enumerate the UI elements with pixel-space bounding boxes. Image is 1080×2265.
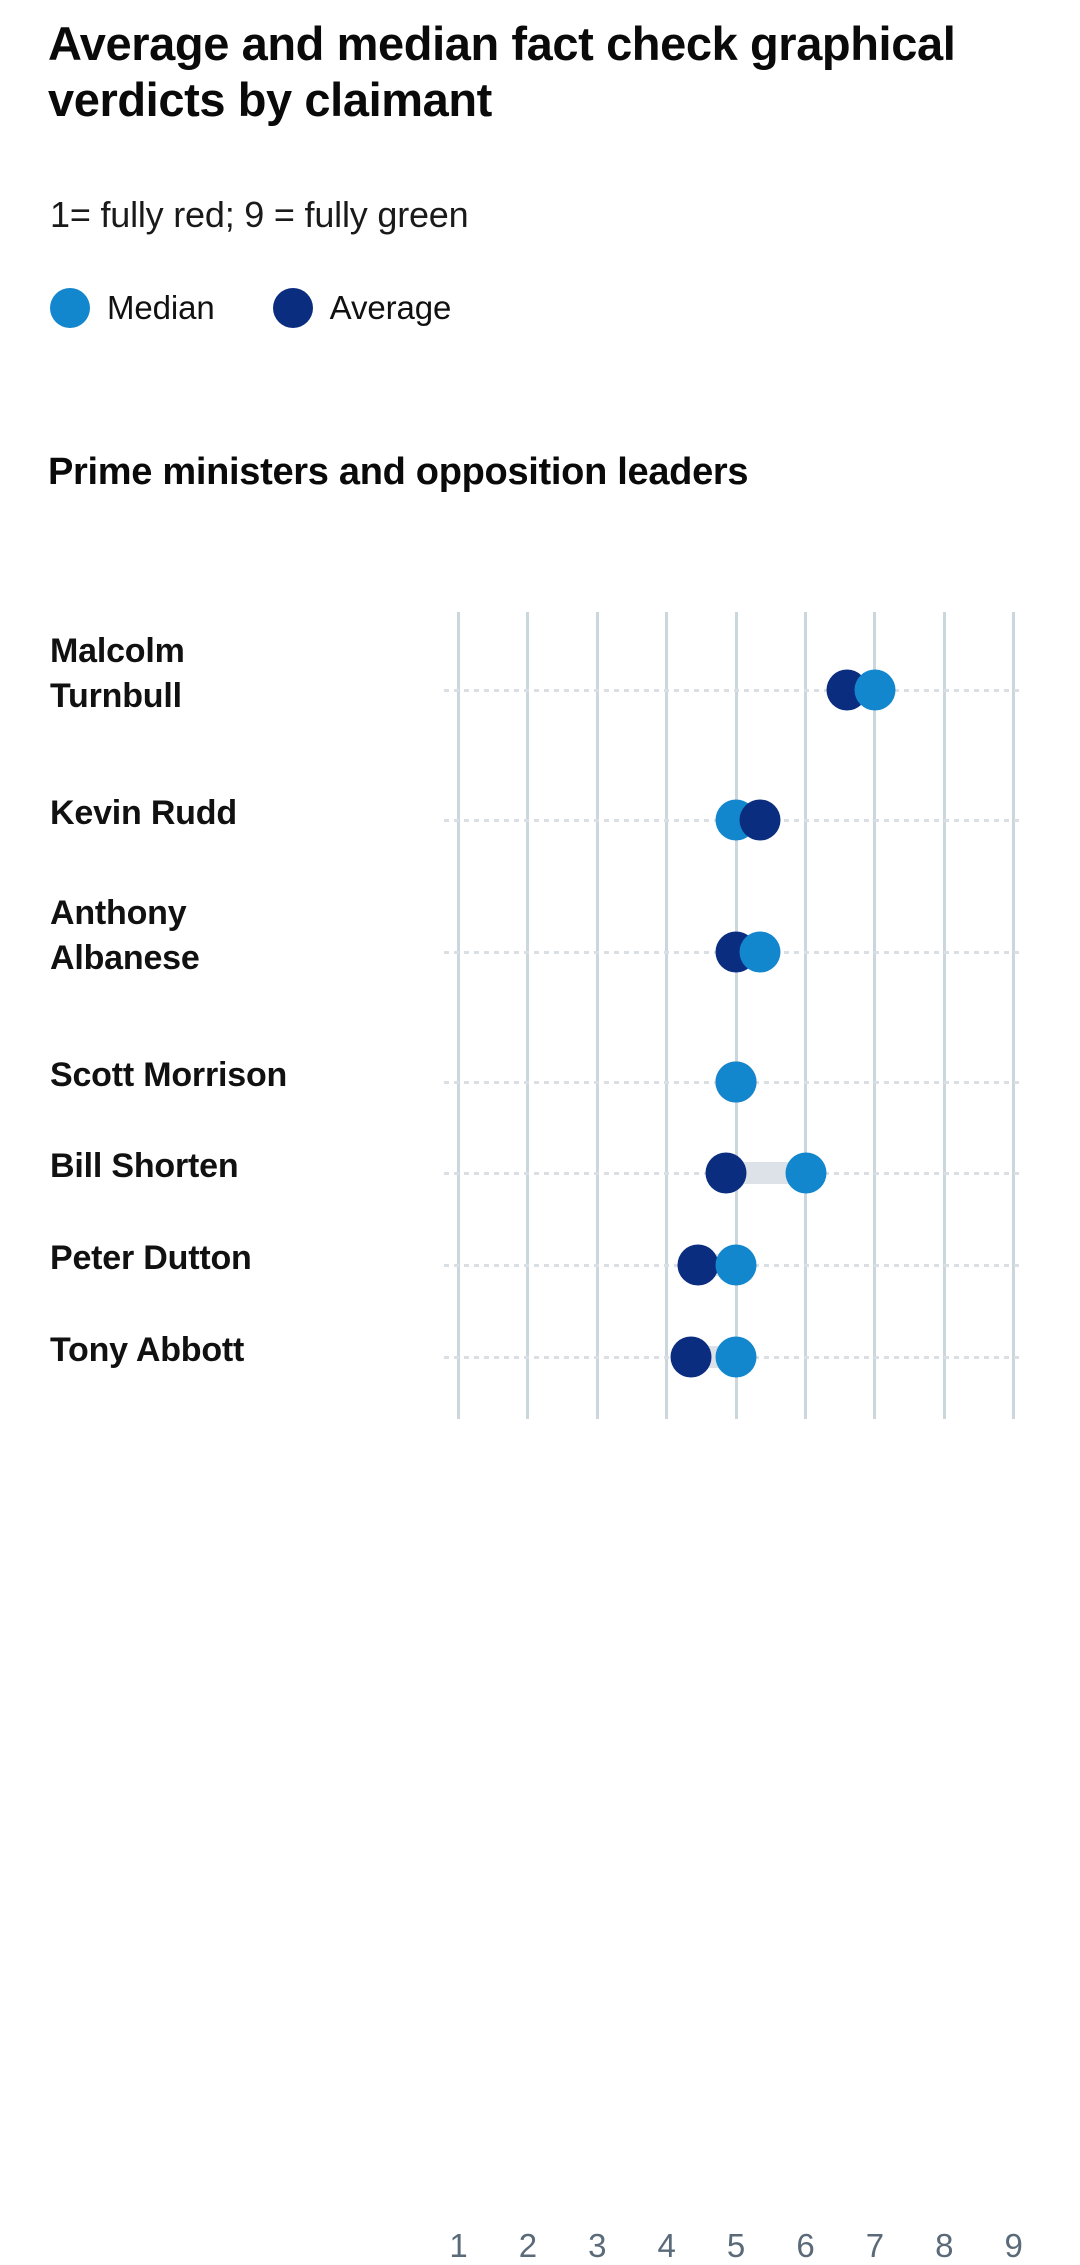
- gridline-4: [665, 612, 669, 1405]
- legend-label: Median: [107, 289, 215, 326]
- legend-label: Average: [329, 289, 452, 326]
- median-dot[interactable]: [715, 1061, 757, 1103]
- axis-tick-3: [595, 1405, 599, 1419]
- median-dot[interactable]: [854, 669, 896, 711]
- row-label-line: Anthony: [50, 894, 187, 932]
- row-label-line: Malcolm: [50, 632, 185, 670]
- axis-tick-5: [734, 1405, 738, 1419]
- axis-tick-6: [804, 1405, 807, 1419]
- row-label: Peter Dutton: [50, 1236, 440, 1281]
- median-dot[interactable]: [785, 1152, 826, 1194]
- row-label: Scott Morrison: [50, 1053, 440, 1098]
- axis-tick-4: [665, 1405, 669, 1419]
- median-swatch: [50, 288, 90, 328]
- page-title: Average and median fact check graphical …: [48, 17, 956, 127]
- chart-subtitle: 1= fully red; 9 = fully green: [50, 194, 469, 235]
- legend-item-median[interactable]: Median: [50, 288, 215, 328]
- axis-label-8: 8: [935, 2227, 954, 2264]
- axis-label-2: 2: [518, 2227, 538, 2264]
- average-swatch: [272, 288, 313, 328]
- gridline-8: [942, 612, 946, 1405]
- section-heading: Prime ministers and opposition leaders: [48, 451, 749, 493]
- axis-label-7: 7: [865, 2227, 885, 2264]
- axis-tick-7: [873, 1405, 877, 1419]
- gridline-9: [1012, 612, 1016, 1405]
- average-dot[interactable]: [670, 1336, 712, 1378]
- axis-label-9: 9: [1004, 2227, 1023, 2264]
- row-label: Bill Shorten: [50, 1144, 440, 1189]
- row-label-line: Tony Abbott: [50, 1331, 245, 1369]
- average-dot[interactable]: [705, 1152, 747, 1194]
- row-label: Kevin Rudd: [50, 791, 440, 836]
- axis-label-6: 6: [796, 2227, 815, 2264]
- row-label-line: Kevin Rudd: [50, 794, 237, 832]
- gridline-2: [526, 612, 530, 1405]
- gridline-5: [734, 612, 738, 1405]
- chart-plot-area: Malcolm Turnbull Kevin Rudd Anthony Albanese…: [0, 600, 1080, 2264]
- gridline-1: [457, 612, 460, 1405]
- axis-tick-9: [1012, 1405, 1016, 1419]
- gridline-6: [804, 612, 807, 1405]
- row-label-line: Scott Morrison: [50, 1056, 288, 1094]
- gridline-7: [873, 612, 877, 1405]
- axis-label-4: 4: [657, 2227, 676, 2264]
- gridline-3: [595, 612, 599, 1405]
- median-dot[interactable]: [739, 931, 781, 973]
- average-dot[interactable]: [739, 799, 781, 841]
- median-dot[interactable]: [715, 1336, 757, 1378]
- row-label: Anthony Albanese: [50, 891, 440, 981]
- axis-tick-1: [457, 1405, 460, 1419]
- row-label: Tony Abbott: [50, 1328, 440, 1373]
- average-dot[interactable]: [677, 1244, 719, 1286]
- axis-tick-8: [942, 1405, 946, 1419]
- axis-label-1: 1: [449, 2227, 468, 2264]
- row-label-line: Albanese: [50, 938, 200, 977]
- legend-item-average[interactable]: Average: [272, 288, 452, 328]
- x-axis: 1 2 3 4 5 6 7 8 9: [0, 1405, 1080, 2264]
- axis-label-3: 3: [588, 2227, 607, 2264]
- row-label: Malcolm Turnbull: [50, 629, 440, 719]
- median-dot[interactable]: [715, 1244, 757, 1286]
- row-label-line: Peter Dutton: [50, 1239, 252, 1277]
- axis-label-5: 5: [726, 2227, 746, 2264]
- row-label-line: Turnbull: [50, 676, 182, 715]
- axis-tick-2: [526, 1405, 530, 1419]
- row-label-line: Bill Shorten: [50, 1147, 239, 1185]
- chart-legend: Median Average: [50, 288, 509, 328]
- plot-inner: Malcolm Turnbull Kevin Rudd Anthony Albanese…: [0, 600, 1080, 1415]
- chart-page: Average and median fact check graphical …: [0, 17, 1080, 2264]
- row-dotted-rule: [444, 689, 1024, 692]
